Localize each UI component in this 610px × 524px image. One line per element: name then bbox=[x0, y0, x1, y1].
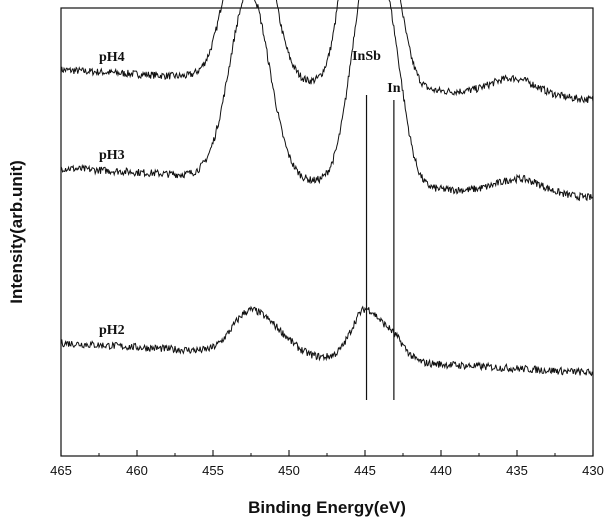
annotation-labels: InSb In bbox=[352, 49, 401, 96]
x-axis-label: Binding Energy(eV) bbox=[248, 498, 406, 517]
series-labels: pH4 pH3 pH2 bbox=[99, 50, 125, 338]
series-label-pH2: pH2 bbox=[99, 323, 125, 338]
series-line-pH2 bbox=[60, 305, 594, 377]
series-label-pH3: pH3 bbox=[99, 148, 125, 163]
x-tick-label-450: 450 bbox=[278, 463, 300, 478]
series-lines bbox=[60, 0, 594, 377]
annotation-label-In: In bbox=[387, 81, 400, 96]
x-tick-label-460: 460 bbox=[126, 463, 148, 478]
x-tick-label-465: 465 bbox=[50, 463, 72, 478]
x-tick-label-430: 430 bbox=[582, 463, 604, 478]
x-tick-label-435: 435 bbox=[506, 463, 528, 478]
series-line-pH4 bbox=[60, 0, 594, 104]
x-tick-label-455: 455 bbox=[202, 463, 224, 478]
annotation-lines bbox=[365, 95, 395, 400]
x-tick-label-445: 445 bbox=[354, 463, 376, 478]
x-tick-label-440: 440 bbox=[430, 463, 452, 478]
y-axis-label: Intensity(arb.unit) bbox=[7, 160, 26, 304]
x-axis-ticks bbox=[60, 450, 594, 456]
series-label-pH4: pH4 bbox=[99, 50, 125, 65]
series-line-pH3 bbox=[60, 0, 594, 202]
annotation-label-InSb: InSb bbox=[352, 49, 381, 64]
x-axis-tick-labels: 465 460 455 450 445 440 435 430 bbox=[50, 463, 604, 478]
